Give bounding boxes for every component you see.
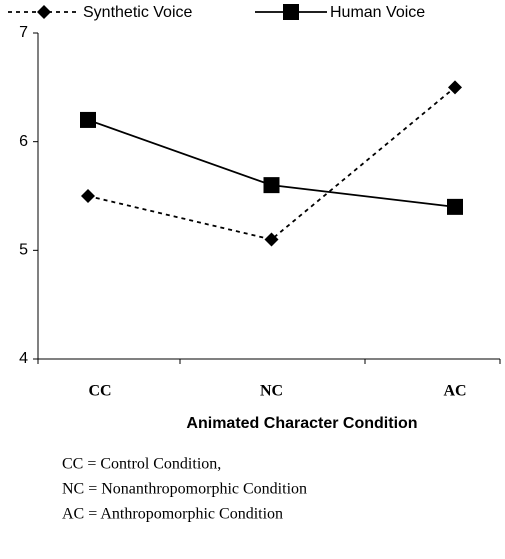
note: CC = Control Condition, <box>62 456 221 473</box>
marker <box>80 111 96 128</box>
y-tick-label: 4 <box>19 350 28 367</box>
x-tick-label: CC <box>88 383 111 400</box>
note: AC = Anthropomorphic Condition <box>62 506 283 523</box>
marker <box>81 189 95 203</box>
legend-label: Synthetic Voice <box>83 4 193 21</box>
x-axis-title: Animated Character Condition <box>186 415 417 432</box>
marker <box>447 198 463 215</box>
marker <box>263 177 280 194</box>
y-tick-label: 7 <box>19 24 28 41</box>
x-tick-label: NC <box>260 383 283 400</box>
legend-label: Human Voice <box>330 4 425 21</box>
note: NC = Nonanthropomorphic Condition <box>62 481 307 498</box>
x-tick-label: AC <box>443 383 466 400</box>
marker <box>37 5 51 19</box>
y-tick-label: 5 <box>19 242 28 259</box>
marker <box>448 80 462 95</box>
line <box>87 86 456 241</box>
y-tick-label: 6 <box>19 133 28 150</box>
marker <box>283 4 299 20</box>
marker <box>264 232 279 247</box>
